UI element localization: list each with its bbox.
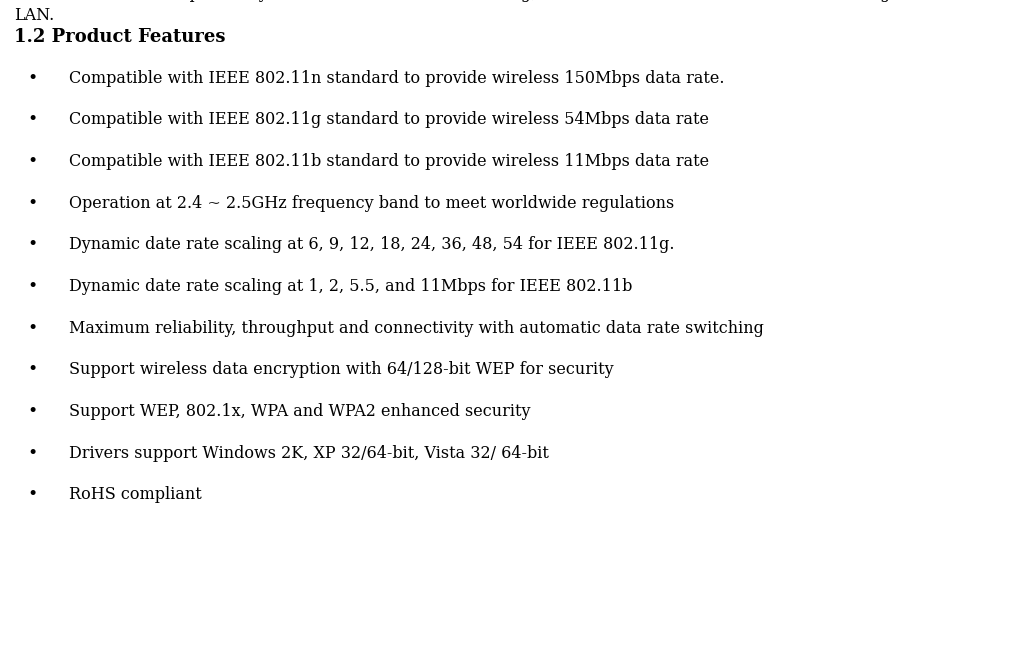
- Text: •: •: [28, 486, 38, 503]
- Text: Maximum reliability, throughput and connectivity with automatic data rate switch: Maximum reliability, throughput and conn…: [69, 320, 765, 337]
- Text: Dynamic date rate scaling at 6, 9, 12, 18, 24, 36, 48, 54 for IEEE 802.11g.: Dynamic date rate scaling at 6, 9, 12, 1…: [69, 237, 675, 253]
- Text: •: •: [28, 70, 38, 86]
- Text: Compatible with IEEE 802.11g standard to provide wireless 54Mbps data rate: Compatible with IEEE 802.11g standard to…: [69, 111, 710, 129]
- Text: Compatible with IEEE 802.11n standard to provide wireless 150Mbps data rate.: Compatible with IEEE 802.11n standard to…: [69, 70, 725, 86]
- Text: Support wireless data encryption with 64/128-bit WEP for security: Support wireless data encryption with 64…: [69, 361, 614, 378]
- Text: •: •: [28, 278, 38, 295]
- Text: •: •: [28, 111, 38, 129]
- Text: Operation at 2.4 ~ 2.5GHz frequency band to meet worldwide regulations: Operation at 2.4 ~ 2.5GHz frequency band…: [69, 194, 675, 212]
- Text: •: •: [28, 361, 38, 378]
- Text: •: •: [28, 153, 38, 170]
- Text: Dynamic date rate scaling at 1, 2, 5.5, and 11Mbps for IEEE 802.11b: Dynamic date rate scaling at 1, 2, 5.5, …: [69, 278, 633, 295]
- Text: •: •: [28, 194, 38, 212]
- Text: 1.2 Product Features: 1.2 Product Features: [14, 28, 226, 46]
- Text: •: •: [28, 445, 38, 461]
- Text: Compatible with IEEE 802.11b standard to provide wireless 11Mbps data rate: Compatible with IEEE 802.11b standard to…: [69, 153, 710, 170]
- Text: LAN.: LAN.: [14, 7, 54, 24]
- Text: RoHS compliant: RoHS compliant: [69, 486, 202, 503]
- Text: •: •: [28, 237, 38, 253]
- Text: Support WEP, 802.1x, WPA and WPA2 enhanced security: Support WEP, 802.1x, WPA and WPA2 enhanc…: [69, 403, 531, 420]
- Text: Drivers support Windows 2K, XP 32/64-bit, Vista 32/ 64-bit: Drivers support Windows 2K, XP 32/64-bit…: [69, 445, 549, 461]
- Text: offers absolute interoperability with different vendors’ 802.11g, 802.11b and 80: offers absolute interoperability with di…: [14, 0, 1005, 2]
- Text: •: •: [28, 320, 38, 337]
- Text: •: •: [28, 403, 38, 420]
